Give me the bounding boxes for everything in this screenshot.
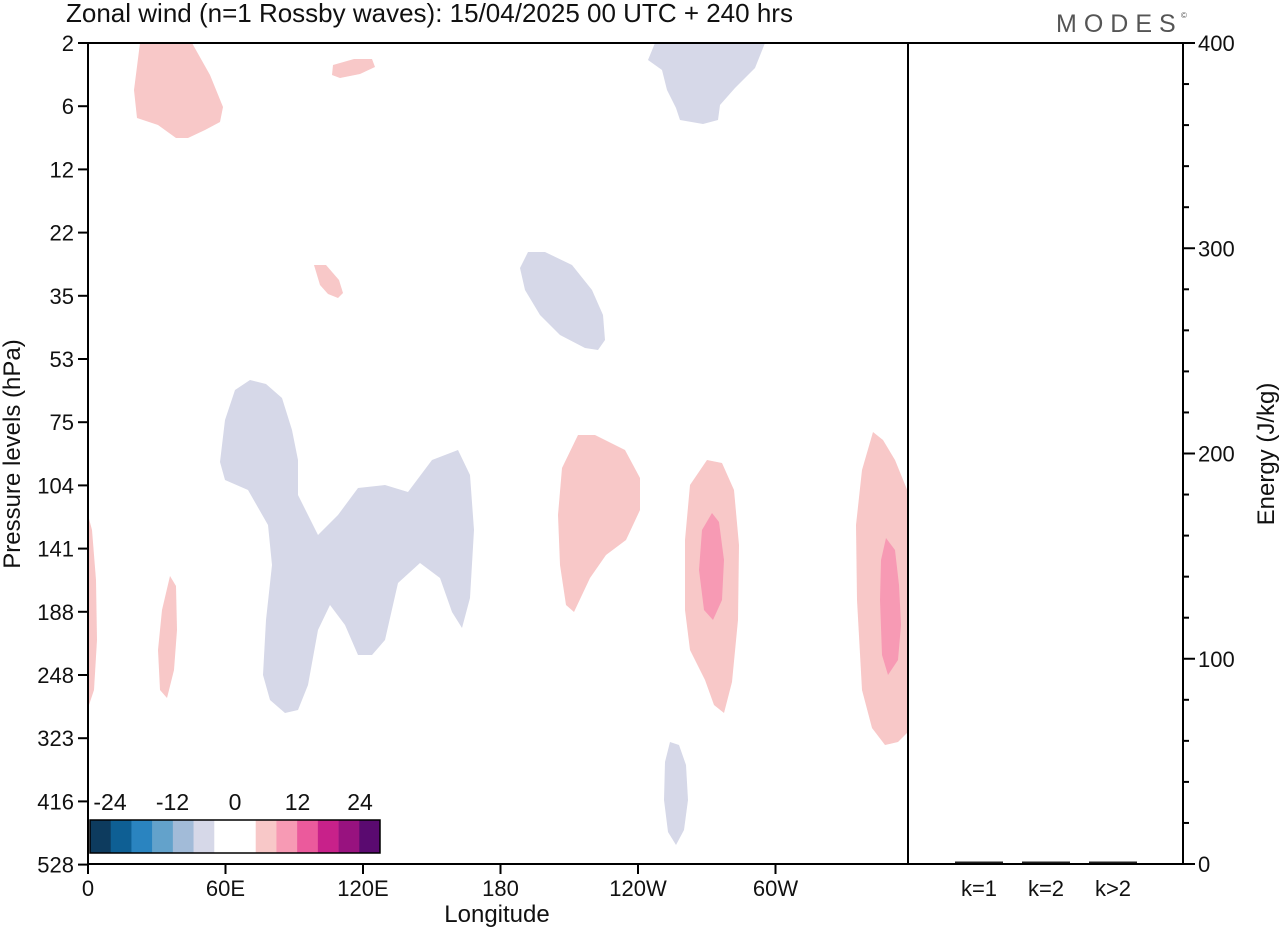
colorbar-swatch <box>297 820 319 853</box>
energy-category-label: k=1 <box>961 876 997 901</box>
pressure-ticks: 2 6 12 22 35 53 75 104 141 188 248 323 416 528 <box>37 31 88 878</box>
colorbar-swatch <box>90 820 112 853</box>
energy-ticks: 0 100 200 300 400 <box>1183 31 1235 877</box>
negative-region <box>520 252 605 350</box>
colorbar-label: 0 <box>229 789 242 815</box>
y-tick-label: 416 <box>37 789 74 814</box>
energy-category-label: k=2 <box>1028 876 1064 901</box>
x-tick-label: 120E <box>337 876 388 901</box>
colorbar: -24 -12 0 12 24 <box>89 789 381 854</box>
y-tick-label: 35 <box>50 284 74 309</box>
energy-tick-label: 400 <box>1198 31 1235 56</box>
colorbar-swatch <box>276 820 298 853</box>
contour-field <box>88 43 908 845</box>
positive-region-strong <box>880 538 901 675</box>
positive-region <box>158 576 177 698</box>
colorbar-swatch <box>255 820 277 853</box>
colorbar-swatch <box>110 820 132 853</box>
energy-tick-label: 200 <box>1198 442 1235 467</box>
positive-region <box>314 265 343 298</box>
colorbar-label: 24 <box>347 789 373 815</box>
y-tick-label: 6 <box>62 94 74 119</box>
colorbar-label: 12 <box>285 789 311 815</box>
x-tick-label: 60W <box>753 876 798 901</box>
y-tick-label: 104 <box>37 473 74 498</box>
y-axis-label: Pressure levels (hPa) <box>0 339 26 568</box>
energy-tick-label: 0 <box>1198 852 1210 877</box>
negative-region <box>664 742 688 845</box>
x-tick-label: 0 <box>82 876 94 901</box>
colorbar-label: -24 <box>93 789 126 815</box>
x-tick-label: 60E <box>206 876 245 901</box>
brand-mark: © <box>1181 11 1187 20</box>
x-axis-label: Longitude <box>444 901 549 928</box>
y-tick-label: 75 <box>50 410 74 435</box>
y-tick-label: 323 <box>37 726 74 751</box>
positive-region-strong <box>699 513 724 620</box>
energy-axis-label: Energy (J/kg) <box>1253 383 1280 526</box>
longitude-ticks: 0 60E 120E 180 120W 60W <box>82 864 798 901</box>
colorbar-swatch <box>317 820 339 853</box>
colorbar-frame <box>89 819 381 854</box>
energy-bars: k=1 k=2 k>2 <box>955 861 1137 901</box>
energy-bar <box>1022 861 1070 863</box>
positive-region <box>332 59 375 78</box>
colorbar-swatch <box>152 820 174 853</box>
energy-tick-label: 100 <box>1198 647 1235 672</box>
positive-region <box>88 515 97 708</box>
colorbar-swatch <box>193 820 215 853</box>
y-tick-label: 248 <box>37 663 74 688</box>
brand-logo: MODES <box>1056 10 1183 38</box>
y-tick-label: 188 <box>37 600 74 625</box>
energy-bar <box>1089 861 1137 863</box>
colorbar-swatch <box>214 820 236 853</box>
negative-region <box>220 380 474 713</box>
colorbar-swatch <box>338 820 360 853</box>
x-tick-label: 120W <box>609 876 667 901</box>
energy-tick-label: 300 <box>1198 236 1235 261</box>
y-tick-label: 22 <box>50 221 74 246</box>
y-tick-label: 12 <box>50 157 74 182</box>
colorbar-swatch <box>172 820 194 853</box>
energy-category-label: k>2 <box>1095 876 1131 901</box>
colorbar-label: -12 <box>156 789 189 815</box>
negative-region <box>648 43 765 124</box>
colorbar-swatch <box>235 820 257 853</box>
y-tick-label: 53 <box>50 347 74 372</box>
colorbar-swatch <box>359 820 381 853</box>
plot-frame <box>87 42 909 865</box>
y-tick-label: 528 <box>37 853 74 878</box>
positive-region <box>134 43 223 138</box>
y-tick-label: 141 <box>37 537 74 562</box>
energy-bar <box>955 861 1003 863</box>
x-tick-label: 180 <box>482 876 519 901</box>
y-tick-label: 2 <box>62 31 74 56</box>
colorbar-swatch <box>131 820 153 853</box>
positive-region <box>558 435 640 612</box>
chart-title: Zonal wind (n=1 Rossby waves): 15/04/202… <box>66 0 793 28</box>
